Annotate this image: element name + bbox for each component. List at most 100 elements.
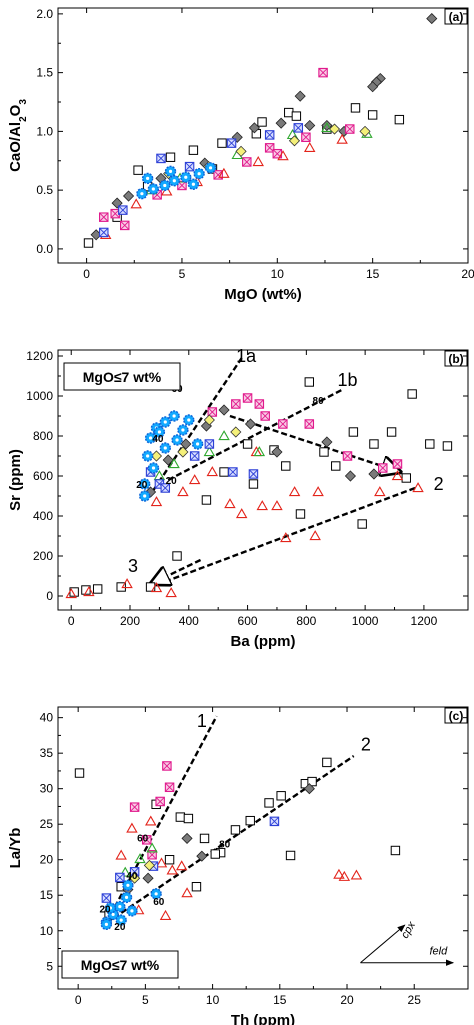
point-open-square xyxy=(188,145,199,155)
point-open-square xyxy=(257,117,267,127)
series-yellow-diamond xyxy=(129,859,155,884)
vector-label-feld: feld xyxy=(429,946,448,958)
annotation-label: 1b xyxy=(337,370,357,390)
point-cross xyxy=(165,782,175,792)
point-gear-hole xyxy=(184,175,188,179)
point-cyan-gear xyxy=(139,478,151,490)
point-open-square xyxy=(199,833,210,844)
point-gear-hole xyxy=(175,438,179,442)
point-cyan-gear xyxy=(191,438,204,450)
point-pink-xsquare xyxy=(242,157,252,167)
series-yellow-diamond xyxy=(150,414,242,462)
point-gray-diamond xyxy=(344,470,357,482)
point-blue-xsquare xyxy=(118,205,128,215)
point-cross xyxy=(162,761,172,771)
y-tick-label: 10 xyxy=(40,924,54,938)
point-red-triangle xyxy=(188,474,201,485)
point-gray-diamond xyxy=(321,119,333,132)
point-cyan-gear xyxy=(171,434,183,446)
point-pink-xsquare xyxy=(345,124,355,134)
point-cyan-gear xyxy=(139,490,151,502)
annotation-label: 80 xyxy=(219,840,231,851)
point-blue-xsquare xyxy=(204,439,215,449)
y-tick-label: 1000 xyxy=(26,389,53,403)
point-pink-xsquare xyxy=(242,393,253,403)
point-gray-diamond xyxy=(303,783,315,795)
point-open-square xyxy=(307,776,317,787)
point-gray-diamond xyxy=(162,454,174,466)
point-cyan-gear xyxy=(150,888,162,900)
point-green-triangle xyxy=(253,446,266,457)
point-cross xyxy=(242,157,252,167)
point-gray-diamond xyxy=(248,122,260,134)
point-cross xyxy=(185,162,195,172)
mgo-filter-box: MgO≤7 wt% xyxy=(63,362,181,391)
point-open-square xyxy=(425,439,435,449)
x-tick-label: 0 xyxy=(83,267,90,281)
point-open-square xyxy=(230,825,241,835)
point-cross xyxy=(130,867,140,877)
point-cross xyxy=(345,124,355,134)
point-open-square xyxy=(165,152,176,162)
x-tick-label: 200 xyxy=(120,614,140,628)
point-gray-diamond xyxy=(180,438,192,450)
annotation-label: 20 xyxy=(136,480,148,491)
point-red-triangle xyxy=(333,868,345,879)
series-green-triangle xyxy=(153,430,266,481)
point-cyan-gear xyxy=(126,905,138,917)
y-axis-title-subscript: 3 xyxy=(18,99,29,105)
panel-label: (c) xyxy=(444,707,468,724)
point-cyan-gear xyxy=(120,891,133,904)
point-gear-hole xyxy=(111,912,115,917)
point-red-triangle xyxy=(374,486,386,497)
point-open-square xyxy=(183,813,194,824)
point-red-triangle xyxy=(280,532,292,543)
point-green-triangle xyxy=(218,430,230,441)
point-cross xyxy=(228,467,238,477)
series-red-triangle xyxy=(115,815,363,920)
panel-label-text: (b) xyxy=(448,352,463,366)
annotation-label: 3 xyxy=(128,556,138,576)
point-red-triangle xyxy=(175,860,188,871)
point-open-square xyxy=(133,165,143,175)
point-blue-xsquare xyxy=(189,451,200,461)
point-gear-hole xyxy=(146,176,150,180)
point-open-square xyxy=(217,138,227,148)
x-axis-title: Th (ppm) xyxy=(231,1012,295,1025)
x-tick-label: 10 xyxy=(271,267,285,281)
point-cyan-gear xyxy=(141,172,154,185)
point-gray-diamond xyxy=(142,872,154,884)
point-red-triangle xyxy=(224,498,236,509)
point-open-square xyxy=(291,111,302,121)
y-tick-label: 200 xyxy=(33,549,53,563)
point-cyan-gear xyxy=(177,424,189,436)
point-cross xyxy=(269,816,279,826)
x-axis-title: MgO (wt%) xyxy=(224,286,301,303)
point-gear-hole xyxy=(143,482,147,486)
point-green-triangle xyxy=(119,866,131,877)
mgo-filter-frame xyxy=(61,950,179,979)
series-pink-xsquare xyxy=(129,761,175,860)
panel-label-text: (c) xyxy=(449,709,464,723)
point-gear-hole xyxy=(157,430,161,434)
point-cyan-gear xyxy=(180,171,192,183)
panel-label: (a) xyxy=(444,8,468,25)
point-gray-diamond xyxy=(304,119,316,132)
x-tick-label: 25 xyxy=(408,993,422,1007)
point-cross xyxy=(248,469,258,479)
annotation-label: 2 xyxy=(361,734,371,754)
point-open-square xyxy=(191,882,202,892)
point-cross xyxy=(265,143,275,153)
point-cross xyxy=(293,123,303,133)
data-points xyxy=(65,377,453,599)
point-open-square xyxy=(74,768,85,778)
point-cyan-gear xyxy=(153,426,166,438)
annotation-label: 1a xyxy=(236,346,257,366)
point-cross xyxy=(243,393,253,403)
point-cross xyxy=(110,209,120,219)
mgo-filter-box: MgO≤7 wt% xyxy=(61,950,179,979)
point-cyan-gear xyxy=(187,178,200,190)
trend-line-3 xyxy=(151,558,202,584)
point-red-triangle xyxy=(235,508,248,519)
point-gear-hole xyxy=(143,494,147,498)
